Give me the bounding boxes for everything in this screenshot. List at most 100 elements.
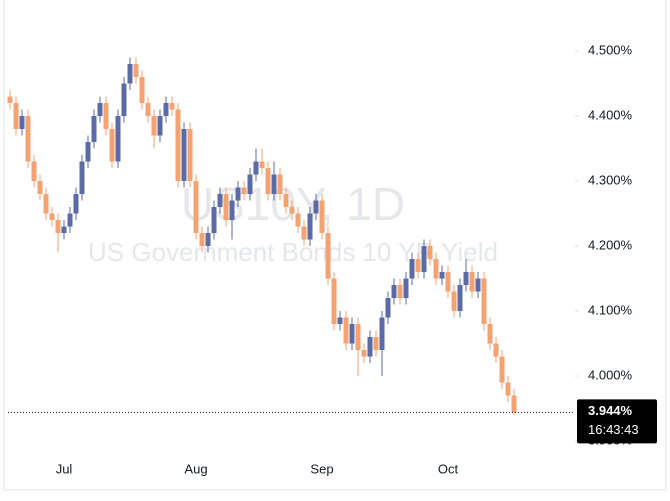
candle-body xyxy=(163,103,169,117)
last-price-box xyxy=(577,399,657,444)
y-tick-label: 4.000% xyxy=(588,367,633,382)
candle-body xyxy=(7,96,13,104)
candle-body xyxy=(451,291,457,312)
candle-body xyxy=(313,200,319,214)
candle-body xyxy=(259,161,265,169)
candle-body xyxy=(25,116,31,162)
y-tick-label: 4.200% xyxy=(588,237,633,252)
candle-body xyxy=(463,272,469,286)
candle-body xyxy=(421,246,427,273)
frame xyxy=(3,0,667,491)
candle-body xyxy=(397,285,403,299)
candle-body xyxy=(139,77,145,104)
candle-body xyxy=(247,174,253,195)
x-tick-label: Oct xyxy=(438,461,459,476)
candle-body xyxy=(31,161,37,182)
candle-body xyxy=(109,129,115,162)
candle-body xyxy=(37,181,43,195)
candle-body xyxy=(241,187,247,195)
candle-body xyxy=(499,356,505,383)
candle-body xyxy=(439,272,445,279)
candle-body xyxy=(487,324,493,344)
candle-body xyxy=(433,259,439,279)
candle-body xyxy=(181,129,187,182)
candle-body xyxy=(169,103,175,110)
candle-body xyxy=(217,194,223,208)
candle-body xyxy=(283,194,289,208)
candle-body xyxy=(253,161,259,175)
candle-body xyxy=(277,174,283,195)
y-tick-label: 4.300% xyxy=(588,172,633,187)
candle-body xyxy=(229,200,235,221)
last-price-label: 3.944% xyxy=(588,403,633,418)
candle-body xyxy=(97,103,103,117)
y-tick-label: 4.100% xyxy=(588,302,633,317)
candle-body xyxy=(55,220,61,234)
candle-body xyxy=(385,298,391,318)
candle-body xyxy=(481,278,487,325)
candle-body xyxy=(103,103,109,130)
candle-body xyxy=(127,64,133,84)
x-tick-label: Aug xyxy=(184,461,207,476)
candle-body xyxy=(157,116,163,136)
candle-body xyxy=(349,324,355,344)
candle-body xyxy=(343,317,349,344)
candle-body xyxy=(337,317,343,325)
y-tick-label: 4.500% xyxy=(588,42,633,57)
candle-body xyxy=(457,285,463,312)
candle-body xyxy=(193,181,199,234)
candle-body xyxy=(133,64,139,78)
candle-body xyxy=(115,116,121,162)
x-tick-label: Jul xyxy=(56,461,73,476)
countdown: 16:43:43 xyxy=(588,422,639,437)
candle-body xyxy=(19,116,25,130)
candle-body xyxy=(373,337,379,351)
candle-body xyxy=(379,317,385,351)
candle-body xyxy=(73,194,79,214)
candle-body xyxy=(427,246,433,260)
candle-body xyxy=(79,161,85,195)
y-tick-label: 4.400% xyxy=(588,107,633,122)
candle-body xyxy=(361,350,367,357)
candle-body xyxy=(289,207,295,214)
candle-body xyxy=(511,395,517,413)
candle-body xyxy=(409,259,415,279)
candle-body xyxy=(271,174,277,195)
candle-body xyxy=(205,233,211,247)
candle-body xyxy=(85,142,91,162)
candle-body xyxy=(493,343,499,357)
x-tick-label: Sep xyxy=(310,461,333,476)
candle-body xyxy=(505,382,511,396)
candle-body xyxy=(67,213,73,227)
candle-body xyxy=(265,168,271,195)
candle-body xyxy=(49,213,55,221)
candle-body xyxy=(469,272,475,292)
candle-body xyxy=(43,194,49,214)
candle-body xyxy=(391,285,397,299)
candle-body xyxy=(403,278,409,299)
candle-body xyxy=(445,272,451,292)
candle-body xyxy=(325,233,331,279)
candle-body xyxy=(121,83,127,117)
candle-body xyxy=(175,109,181,182)
candle-body xyxy=(331,278,337,325)
candle-body xyxy=(91,116,97,143)
candle-body xyxy=(151,116,157,136)
candle-body xyxy=(307,213,313,240)
candle-body xyxy=(13,103,19,130)
candle-body xyxy=(475,278,481,292)
candle-body xyxy=(415,259,421,273)
candle-body xyxy=(199,233,205,247)
candle-body xyxy=(187,129,193,182)
candle-body xyxy=(367,337,373,357)
candle-body xyxy=(235,187,241,201)
candle-body xyxy=(319,200,325,234)
candle-body xyxy=(61,226,67,234)
candle-body xyxy=(211,207,217,234)
candle-body xyxy=(295,213,301,227)
candle-body xyxy=(301,226,307,240)
candle-body xyxy=(223,194,229,221)
candle-body xyxy=(145,103,151,117)
candle-body xyxy=(355,324,361,351)
